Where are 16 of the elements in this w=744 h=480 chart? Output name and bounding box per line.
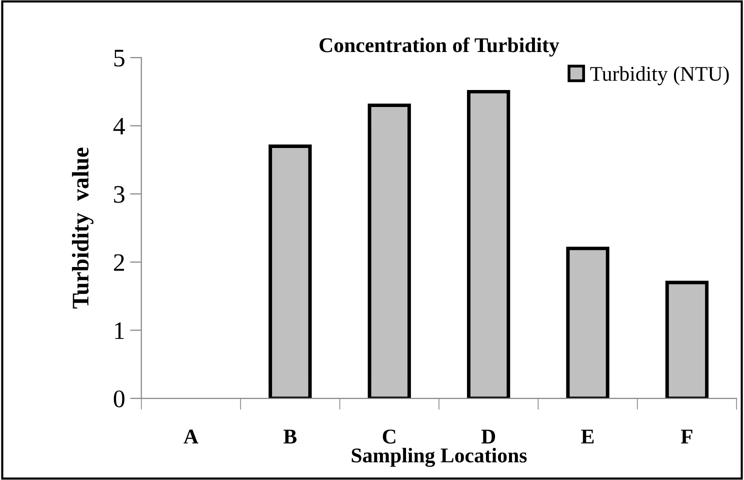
y-tick-label: 5 xyxy=(114,50,124,67)
x-tick-label: E xyxy=(581,430,594,444)
x-tick-label: B xyxy=(284,430,297,444)
x-tick-label: F xyxy=(680,430,692,444)
y-tick-label: 4 xyxy=(113,118,125,134)
chart-title: Concentration of Turbidity xyxy=(320,37,560,57)
y-tick-label: 3 xyxy=(114,186,124,203)
x-tick-label: A xyxy=(184,430,198,444)
y-tick-label: 0 xyxy=(114,390,124,408)
x-tick-label: C xyxy=(382,430,396,444)
y-axis-title: Turbidity value xyxy=(72,148,94,309)
legend-label: Turbidity (NTU) xyxy=(590,66,729,86)
x-axis-title: Sampling Locations xyxy=(352,448,527,467)
x-tick-label: D xyxy=(481,430,496,444)
y-tick-label: 1 xyxy=(115,322,124,339)
y-tick-label: 2 xyxy=(114,254,124,271)
